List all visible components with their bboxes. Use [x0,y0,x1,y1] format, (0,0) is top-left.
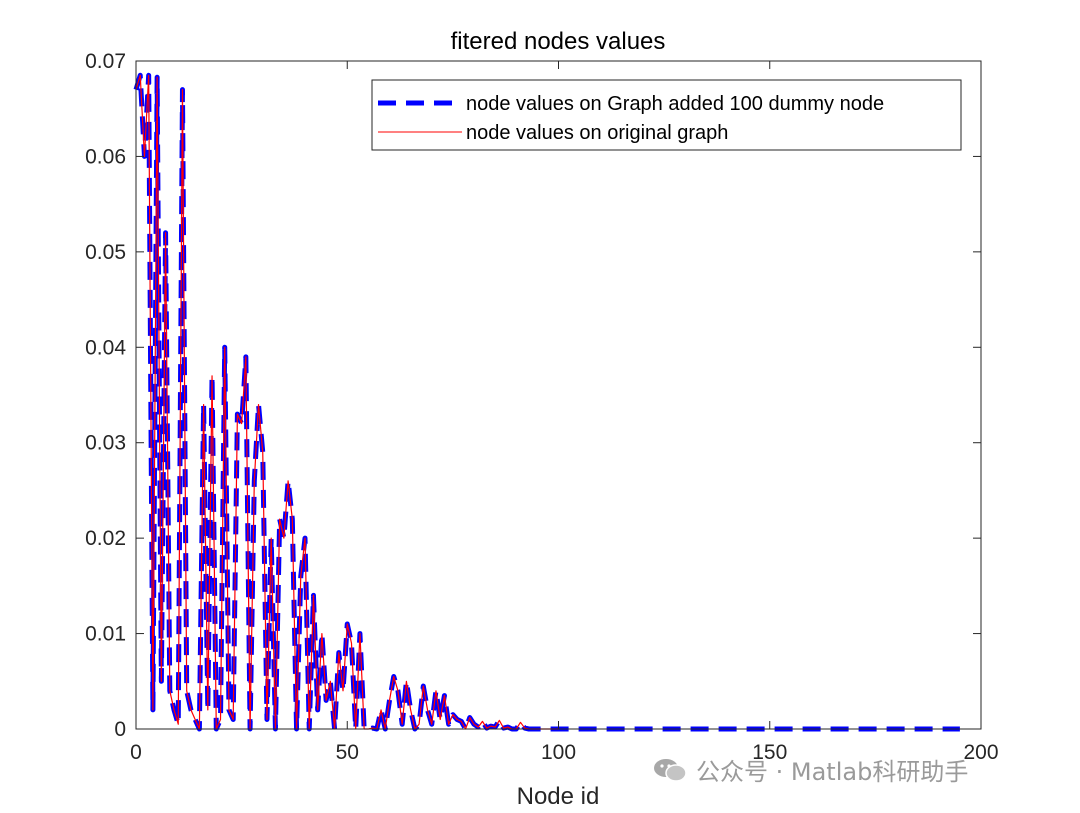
y-tick-label: 0.02 [85,527,126,550]
x-axis-label: Node id [517,783,600,810]
y-tick-label: 0.06 [85,145,126,168]
legend-label-original: node values on original graph [466,122,728,144]
y-tick-label: 0.04 [85,336,126,359]
watermark-text: 公众号 · Matlab科研助手 [696,758,969,786]
x-tick-label: 0 [130,741,142,764]
wechat-icon [654,758,687,782]
plot-background [136,61,981,729]
legend-box [371,79,962,151]
y-tick-label: 0.07 [85,50,126,73]
chart-title: fitered nodes values [451,28,666,55]
watermark: 公众号 · Matlab科研助手 [652,752,968,787]
x-tick-label: 50 [336,741,359,764]
y-tick-label: 0 [114,718,126,741]
series-line-original-graph [135,74,559,730]
x-tick-label: 200 [963,741,998,764]
y-tick-label: 0.03 [85,432,126,455]
axes-layer: 0 50 100 150 200 0 0.01 0.02 0.03 0.04 0.05 0.06 0.0… [85,50,998,764]
x-tick-label: 100 [541,741,576,764]
y-tick-label: 0.05 [85,241,126,264]
x-tick-label: 150 [752,741,787,764]
y-tick-label: 0.01 [85,623,126,646]
legend-label-dummy: node values on Graph added 100 dummy nod… [466,93,884,115]
legend: node values on Graph added 100 dummy nod… [371,79,962,151]
